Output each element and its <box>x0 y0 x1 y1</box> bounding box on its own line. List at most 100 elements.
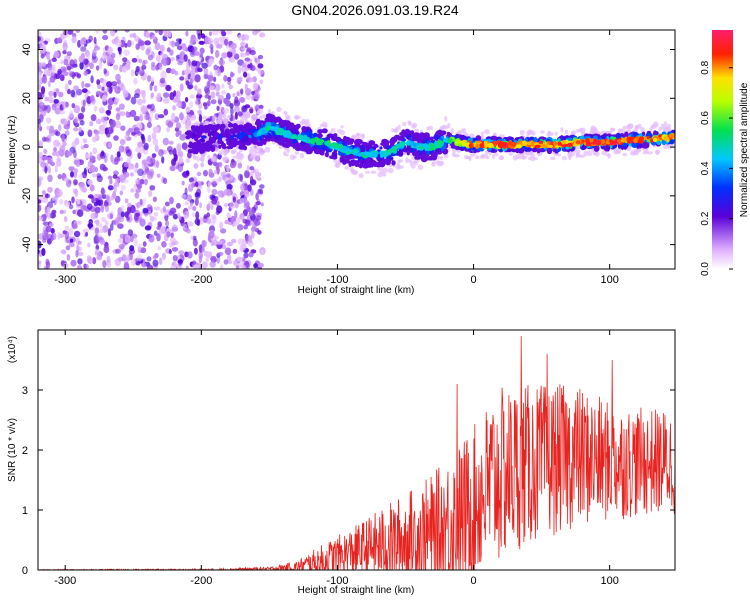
spectrogram-noise-point <box>217 117 222 126</box>
spectrogram-noise-point <box>150 64 156 71</box>
spectrogram-ridge-point <box>433 134 440 141</box>
spectrogram-halo-point <box>244 111 250 116</box>
spectrogram-noise-point <box>233 99 241 107</box>
spectrogram-noise-point <box>246 76 254 83</box>
spectrogram-noise-point <box>66 66 72 71</box>
spectrogram-noise-point <box>46 51 50 59</box>
spectrogram-noise-point <box>179 83 184 92</box>
spectrogram-ridge-point <box>218 144 222 149</box>
spectrogram-noise-point <box>257 69 264 75</box>
spectrogram-noise-point <box>89 121 94 127</box>
spectrogram-noise-point <box>197 109 203 115</box>
spectrogram-ridge-point <box>374 143 378 148</box>
spectrogram-noise-point <box>73 230 81 238</box>
spectrogram-noise-point <box>53 91 57 98</box>
spectrogram-noise-point <box>55 159 62 167</box>
spectrogram-noise-point <box>213 64 218 71</box>
spectrogram-noise-point <box>61 134 65 143</box>
spectrogram-noise-point <box>208 168 213 177</box>
spectrogram-noise-point <box>185 97 189 103</box>
spectrogram-halo-point <box>658 126 662 132</box>
spectrogram-ridge-point <box>208 136 213 143</box>
spectrogram-noise-point <box>240 41 247 47</box>
spectrogram-ridge-point <box>397 135 404 141</box>
spectrogram-halo-point <box>217 114 223 120</box>
spectrogram-ridge-point <box>385 158 392 166</box>
spectrogram-noise-point <box>256 215 262 221</box>
spectrogram-peak-point <box>510 141 517 148</box>
spectrogram-ridge-point <box>348 138 355 142</box>
spectrogram-noise-point <box>253 91 261 100</box>
spectrogram-ridge-point <box>200 135 207 139</box>
spectrogram-noise-point <box>211 181 217 188</box>
spectrogram-noise-point <box>38 114 44 123</box>
spectrogram-noise-point <box>258 104 264 110</box>
spectrogram-noise-point <box>215 91 220 97</box>
spectrogram-halo-point <box>304 118 310 125</box>
spectrogram-noise-point <box>92 48 97 58</box>
spectrogram-noise-point <box>73 179 78 186</box>
spectrogram-noise-point <box>87 242 91 248</box>
spectrogram-noise-point <box>94 105 98 112</box>
spectrogram-noise-point <box>154 252 159 259</box>
spectrogram-noise-point <box>174 41 180 47</box>
y-tick-label: 2 <box>22 445 28 457</box>
spectrogram-noise-point <box>119 156 123 162</box>
spectrogram-noise-point <box>66 51 72 57</box>
spectrogram-halo-point <box>568 154 572 161</box>
snr-panel: -300 -200 -100 0 100 0 1 2 3 Height of straight… <box>7 329 676 596</box>
spectrogram-halo-point <box>444 116 448 122</box>
spectrogram-noise-point <box>223 203 228 208</box>
spectrogram-noise-point <box>77 258 83 265</box>
spectrogram-noise-point <box>134 192 140 199</box>
spectrogram-noise-point <box>206 100 211 107</box>
spectrogram-peak-point <box>352 148 358 153</box>
spectrogram-noise-point <box>95 65 100 71</box>
spectrogram-noise-point <box>62 42 68 51</box>
spectrogram-noise-point <box>113 64 119 71</box>
spectrogram-noise-point <box>159 77 166 84</box>
spectrogram-ridge-point <box>443 142 447 149</box>
spectrogram-peak-point <box>627 136 632 142</box>
spectrogram-ridge-point <box>397 150 404 157</box>
spectrogram-noise-point <box>55 150 60 157</box>
spectrogram-noise-point <box>198 114 203 123</box>
spectrogram-noise-point <box>171 247 179 252</box>
spectrogram-noise-point <box>237 224 244 231</box>
spectrogram-noise-point <box>94 206 101 214</box>
spectrogram-noise-point <box>216 240 223 245</box>
spectrogram-noise-point <box>223 259 229 265</box>
spectrogram-noise-point <box>185 210 189 217</box>
spectrogram-noise-point <box>115 73 121 82</box>
spectrogram-halo-point <box>627 123 633 130</box>
spectrogram-noise-point <box>139 89 146 95</box>
spectrogram-peak-point <box>526 141 532 145</box>
spectrogram-ridge-point <box>272 116 277 122</box>
y-tick-label: 20 <box>21 92 33 104</box>
spectrogram-noise-point <box>51 57 57 63</box>
spectrogram-noise-point <box>107 185 114 191</box>
spectrogram-noise-point <box>70 89 76 98</box>
spectrogram-halo-point <box>480 131 484 137</box>
snr-x-ticks: -300 -200 -100 0 100 <box>54 330 619 587</box>
spectrogram-noise-point <box>237 111 243 117</box>
spectrogram-noise-point <box>85 39 92 44</box>
spectrogram-noise-point <box>210 91 216 99</box>
y-tick-label: 40 <box>21 43 33 55</box>
spectrogram-ridge-point <box>414 156 419 160</box>
spectrogram-halo-point <box>593 127 598 133</box>
spectrogram-noise-point <box>150 157 156 166</box>
spectrogram-noise-point <box>51 103 57 111</box>
spectrogram-noise-point <box>209 31 212 37</box>
spectrogram-halo-point <box>250 154 255 160</box>
spectrogram-halo-point <box>387 167 394 174</box>
spectrogram-halo-point <box>451 152 456 157</box>
spectrogram-ridge-point <box>278 120 285 126</box>
spectrogram-noise-point <box>230 71 234 78</box>
spectrogram-noise-point <box>137 141 144 148</box>
spectrogram-noise-point <box>95 233 99 241</box>
spectrogram-noise-point <box>187 205 193 210</box>
spectrogram-noise-point <box>38 151 43 159</box>
spectrogram-halo-point <box>336 161 341 166</box>
spectrogram-noise-point <box>154 30 159 33</box>
